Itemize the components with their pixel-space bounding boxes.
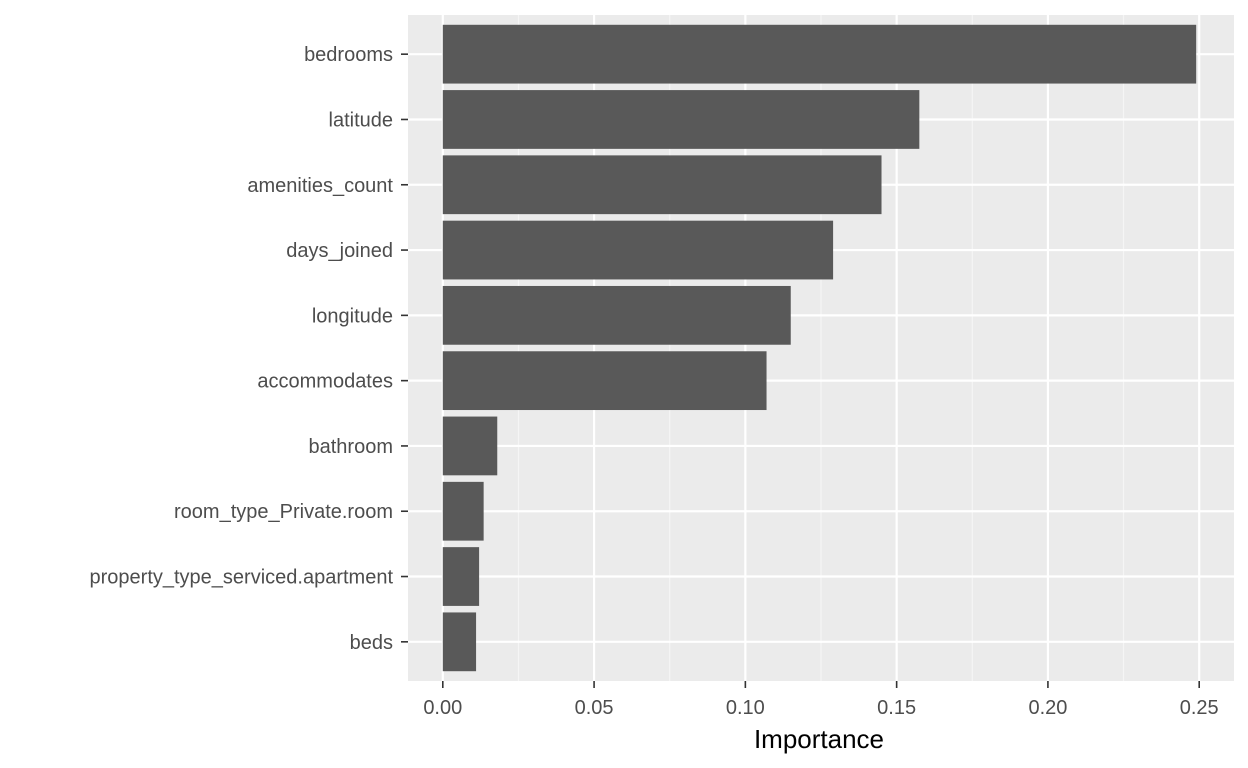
x-axis: 0.00 0.05 0.10 0.15 0.20 0.25 xyxy=(423,681,1219,719)
y-tick-label: days_joined xyxy=(286,240,393,262)
y-tick-label: bathroom xyxy=(309,436,394,458)
bar-days-joined xyxy=(442,220,834,280)
bar-bedrooms xyxy=(442,24,1197,84)
x-tick-label: 0.10 xyxy=(726,697,765,719)
y-tick-label: latitude xyxy=(329,109,394,131)
y-tick-label: beds xyxy=(350,632,393,654)
x-tick-label: 0.20 xyxy=(1028,697,1067,719)
y-tick-label: amenities_count xyxy=(247,175,393,197)
x-tick-label: 0.05 xyxy=(575,697,614,719)
bar-beds xyxy=(442,612,477,672)
x-tick-label: 0.15 xyxy=(877,697,916,719)
y-axis: bedrooms latitude amenities_count days_join… xyxy=(90,44,408,654)
bar-amenities-count xyxy=(442,155,882,215)
bar-room-type-private-room xyxy=(442,481,484,541)
bar-bathroom xyxy=(442,416,498,476)
y-tick-label: property_type_serviced.apartment xyxy=(90,567,394,589)
bar-series xyxy=(442,24,1197,672)
bar-property-type-serviced-apartment xyxy=(442,547,480,606)
x-tick-label: 0.00 xyxy=(423,697,462,719)
x-tick-label: 0.25 xyxy=(1180,697,1219,719)
bar-accommodates xyxy=(442,351,767,411)
y-tick-label: room_type_Private.room xyxy=(174,501,393,523)
y-tick-label: accommodates xyxy=(257,371,393,393)
bar-latitude xyxy=(442,90,920,149)
y-tick-label: bedrooms xyxy=(304,44,393,66)
bar-longitude xyxy=(442,285,791,345)
y-tick-label: longitude xyxy=(312,305,393,327)
x-axis-title: Importance xyxy=(754,724,884,754)
